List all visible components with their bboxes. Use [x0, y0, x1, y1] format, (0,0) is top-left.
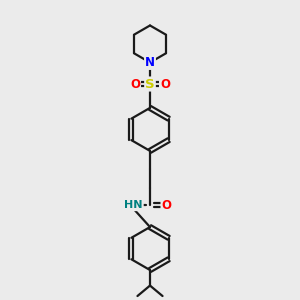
Text: O: O: [160, 77, 170, 91]
Text: O: O: [130, 77, 140, 91]
Text: O: O: [161, 199, 171, 212]
Text: N: N: [145, 56, 155, 69]
Text: HN: HN: [124, 200, 143, 210]
Text: S: S: [145, 77, 155, 91]
